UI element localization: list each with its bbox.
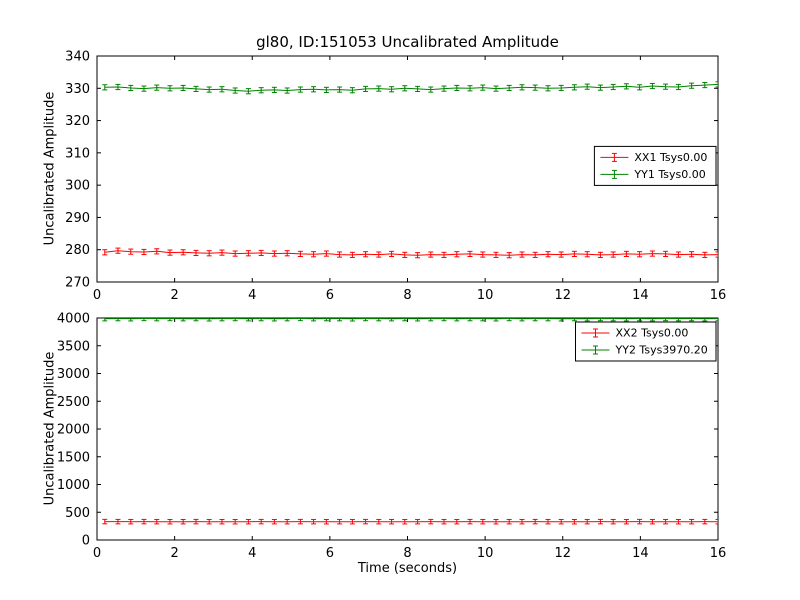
legend-label: XX1 Tsys0.00 bbox=[634, 151, 707, 164]
y-tick-label: 300 bbox=[65, 179, 90, 194]
y-tick-label: 2500 bbox=[57, 395, 90, 410]
x-tick-label: 8 bbox=[403, 546, 411, 561]
x-tick-label: 4 bbox=[248, 546, 256, 561]
y-tick-label: 280 bbox=[65, 243, 90, 258]
legend-key bbox=[600, 152, 629, 162]
y-tick-label: 2000 bbox=[57, 423, 90, 438]
x-tick-label: 0 bbox=[93, 288, 101, 303]
y-tick-label: 1500 bbox=[57, 450, 90, 465]
y-tick-label: 3000 bbox=[57, 367, 90, 382]
x-tick-label: 2 bbox=[170, 288, 178, 303]
top-y-axis-label: Uncalibrated Amplitude bbox=[42, 91, 58, 246]
axis-ticks bbox=[96, 55, 719, 283]
series-YY1 bbox=[102, 81, 718, 95]
x-tick-label: 14 bbox=[632, 546, 649, 561]
x-tick-label: 10 bbox=[477, 546, 494, 561]
legend-key bbox=[581, 328, 610, 338]
y-tick-label: 340 bbox=[65, 50, 90, 65]
x-tick-label: 8 bbox=[403, 288, 411, 303]
series-XX2 bbox=[102, 518, 718, 525]
x-tick-label: 12 bbox=[554, 546, 571, 561]
y-tick-label: 1000 bbox=[57, 478, 90, 493]
y-tick-label: 320 bbox=[65, 114, 90, 129]
y-tick-label: 0 bbox=[82, 534, 90, 549]
bottom-amplitude-chart: 0 2 4 6 8 10 12 14 16 0 500 1000 1500 2000 2500 3000 350… bbox=[57, 312, 726, 562]
chart-title: gl80, ID:151053 Uncalibrated Amplitude bbox=[256, 33, 559, 51]
y-tick-label: 310 bbox=[65, 146, 90, 161]
x-tick-label: 12 bbox=[554, 288, 571, 303]
legend: XX1 Tsys0.00 YY1 Tsys0.00 bbox=[593, 145, 717, 186]
x-tick-label: 10 bbox=[477, 288, 494, 303]
legend-label: XX2 Tsys0.00 bbox=[616, 326, 689, 339]
x-tick-label: 16 bbox=[710, 546, 727, 561]
legend-key bbox=[581, 345, 610, 355]
x-axis-label: Time (seconds) bbox=[357, 561, 458, 576]
legend-label: YY2 Tsys3970.20 bbox=[615, 343, 708, 356]
y-tick-label: 270 bbox=[65, 276, 90, 291]
x-tick-label: 14 bbox=[632, 288, 649, 303]
x-tick-label: 6 bbox=[326, 288, 334, 303]
x-tick-label: 2 bbox=[170, 546, 178, 561]
legend-label: YY1 Tsys0.00 bbox=[633, 168, 705, 181]
x-tick-label: 4 bbox=[248, 288, 256, 303]
x-tick-label: 16 bbox=[710, 288, 727, 303]
y-tick-label: 3500 bbox=[57, 339, 90, 354]
y-tick-label: 330 bbox=[65, 82, 90, 97]
bottom-y-axis-label: Uncalibrated Amplitude bbox=[42, 351, 58, 506]
x-tick-label: 6 bbox=[326, 546, 334, 561]
y-tick-label: 290 bbox=[65, 211, 90, 226]
legend: XX2 Tsys0.00 YY2 Tsys3970.20 bbox=[575, 321, 717, 362]
legend-key bbox=[600, 169, 629, 179]
y-tick-label: 4000 bbox=[57, 312, 90, 327]
series-YY2 bbox=[102, 318, 718, 322]
top-amplitude-chart: 0 2 4 6 8 10 12 14 16 270 280 290 300 310 320 330 340 XX1… bbox=[65, 50, 726, 304]
x-tick-label: 0 bbox=[93, 546, 101, 561]
series-XX1 bbox=[102, 247, 718, 259]
y-tick-label: 500 bbox=[65, 506, 90, 521]
